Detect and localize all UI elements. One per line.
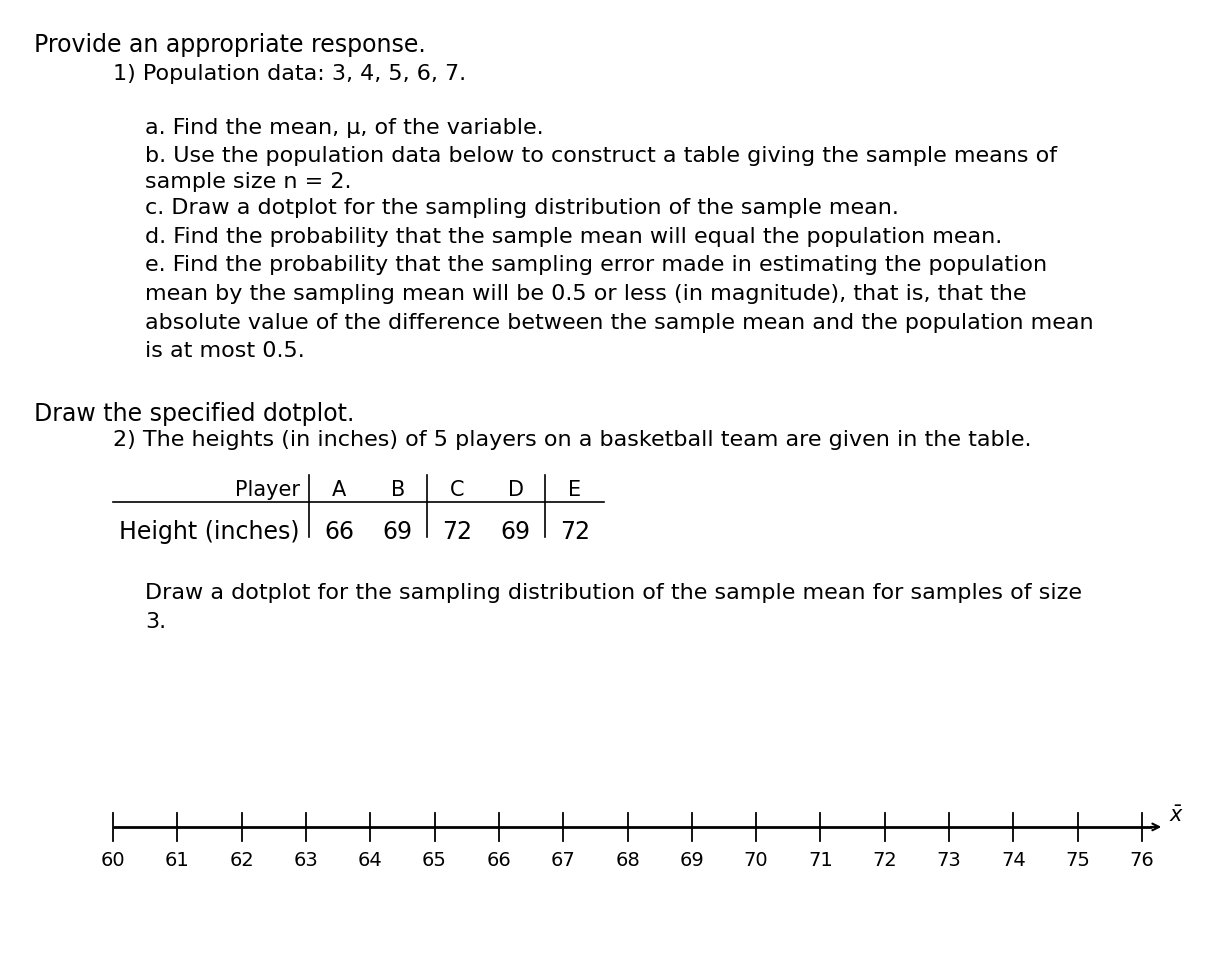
Text: 64: 64 (357, 851, 383, 870)
Text: d. Find the probability that the sample mean will equal the population mean.: d. Find the probability that the sample … (145, 227, 1002, 247)
Text: absolute value of the difference between the sample mean and the population mean: absolute value of the difference between… (145, 313, 1093, 333)
Text: 66: 66 (486, 851, 511, 870)
Text: 68: 68 (615, 851, 640, 870)
Text: 72: 72 (872, 851, 898, 870)
Text: Provide an appropriate response.: Provide an appropriate response. (34, 33, 426, 57)
Text: e. Find the probability that the sampling error made in estimating the populatio: e. Find the probability that the samplin… (145, 255, 1047, 275)
Text: 75: 75 (1065, 851, 1090, 870)
Text: 76: 76 (1130, 851, 1154, 870)
Text: A: A (332, 480, 346, 500)
Text: sample size n = 2.: sample size n = 2. (145, 172, 351, 192)
Text: a. Find the mean, μ, of the variable.: a. Find the mean, μ, of the variable. (145, 118, 544, 138)
Text: 69: 69 (383, 520, 413, 544)
Text: 62: 62 (230, 851, 254, 870)
Text: mean by the sampling mean will be 0.5 or less (in magnitude), that is, that the: mean by the sampling mean will be 0.5 or… (145, 284, 1027, 304)
Text: Player: Player (235, 480, 300, 500)
Text: b. Use the population data below to construct a table giving the sample means of: b. Use the population data below to cons… (145, 146, 1057, 166)
Text: 66: 66 (324, 520, 354, 544)
Text: 72: 72 (560, 520, 589, 544)
Text: 67: 67 (551, 851, 576, 870)
Text: $\bar{x}$: $\bar{x}$ (1169, 805, 1184, 826)
Text: 2) The heights (in inches) of 5 players on a basketball team are given in the ta: 2) The heights (in inches) of 5 players … (113, 430, 1032, 450)
Text: Draw a dotplot for the sampling distribution of the sample mean for samples of s: Draw a dotplot for the sampling distribu… (145, 583, 1082, 603)
Text: 63: 63 (293, 851, 318, 870)
Text: Height (inches): Height (inches) (119, 520, 300, 544)
Text: 72: 72 (442, 520, 472, 544)
Text: 70: 70 (744, 851, 769, 870)
Text: Draw the specified dotplot.: Draw the specified dotplot. (34, 402, 355, 425)
Text: E: E (569, 480, 581, 500)
Text: B: B (391, 480, 405, 500)
Text: D: D (507, 480, 524, 500)
Text: 3.: 3. (145, 612, 166, 632)
Text: C: C (449, 480, 464, 500)
Text: 69: 69 (501, 520, 530, 544)
Text: is at most 0.5.: is at most 0.5. (145, 341, 305, 361)
Text: 73: 73 (937, 851, 962, 870)
Text: c. Draw a dotplot for the sampling distribution of the sample mean.: c. Draw a dotplot for the sampling distr… (145, 198, 899, 218)
Text: 65: 65 (422, 851, 447, 870)
Text: 60: 60 (101, 851, 125, 870)
Text: 61: 61 (165, 851, 189, 870)
Text: 74: 74 (1001, 851, 1025, 870)
Text: 1) Population data: 3, 4, 5, 6, 7.: 1) Population data: 3, 4, 5, 6, 7. (113, 64, 467, 84)
Text: 69: 69 (679, 851, 704, 870)
Text: 71: 71 (808, 851, 833, 870)
